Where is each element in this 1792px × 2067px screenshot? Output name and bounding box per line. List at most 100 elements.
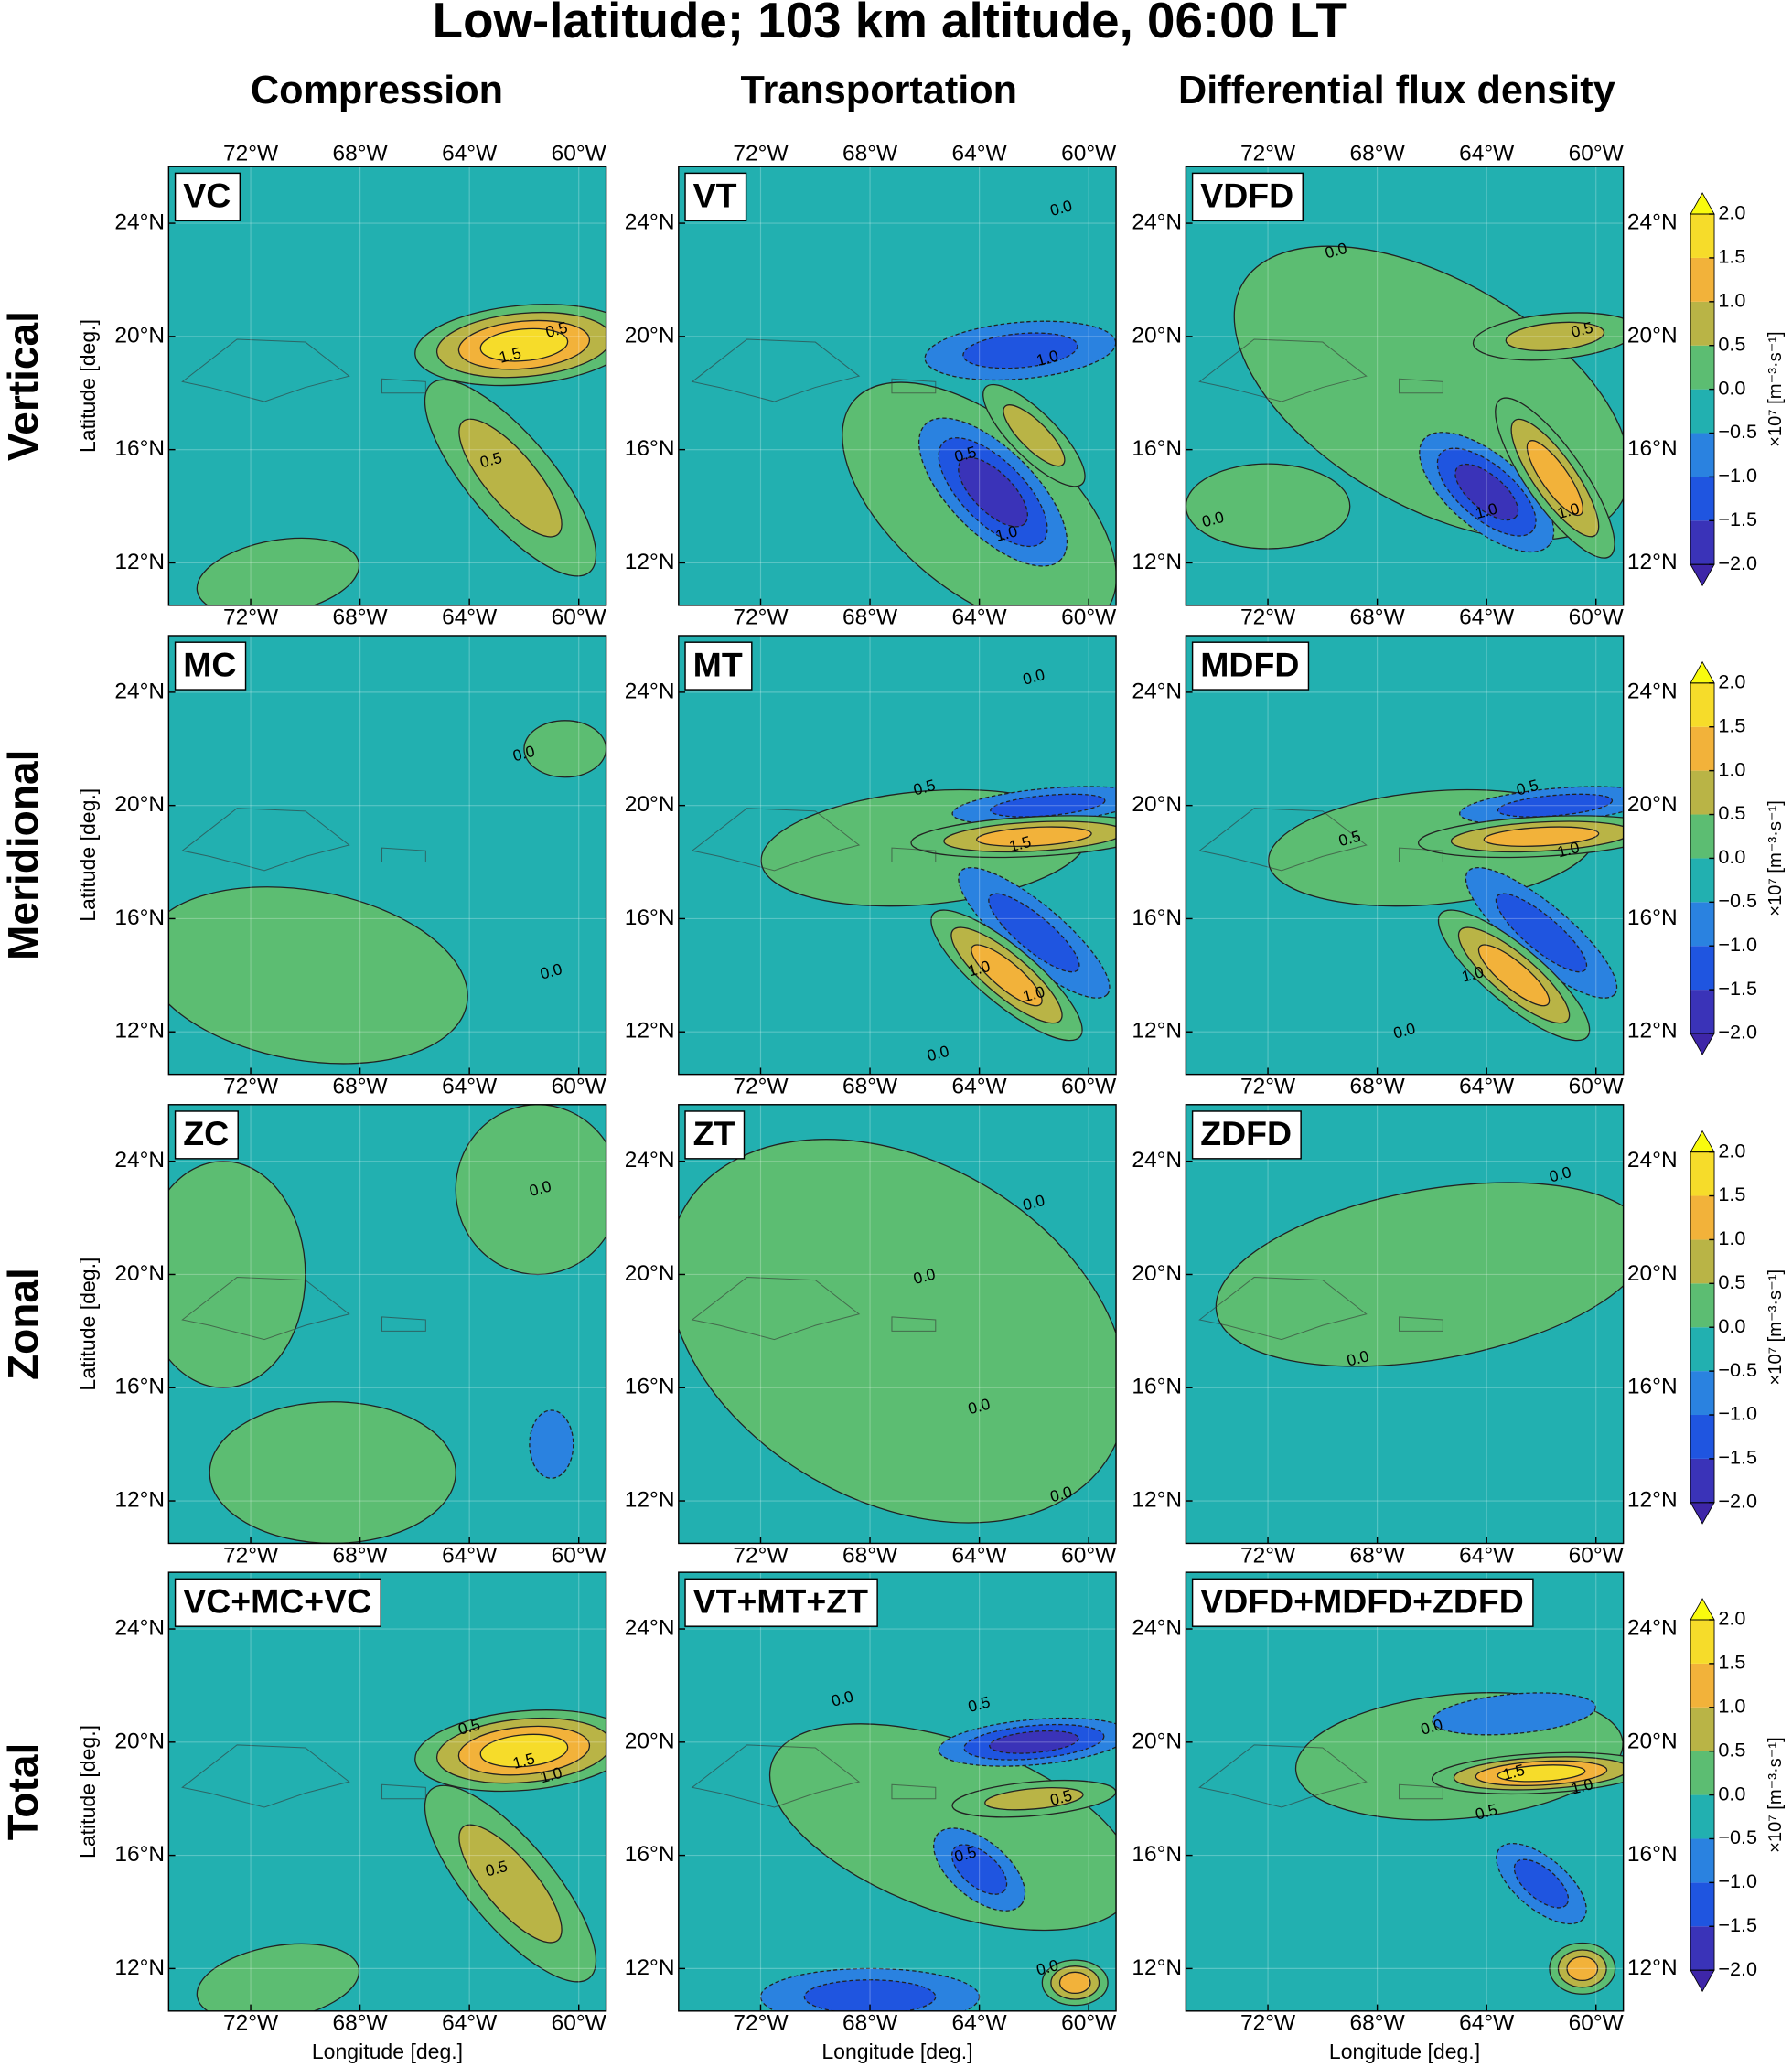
panel-label: ZT	[693, 1114, 735, 1152]
colorbar-bin	[1690, 990, 1715, 1034]
y-tick-label: 24°N	[114, 679, 165, 703]
y-tick-label: 20°N	[1132, 323, 1182, 348]
coastline	[381, 378, 426, 394]
panel-label: VT+MT+ZT	[693, 1582, 868, 1621]
y-tick-label: 24°N	[1132, 679, 1182, 703]
contour-region	[1495, 893, 1588, 973]
y-tick-label: 20°N	[625, 1261, 675, 1286]
y-axis-label: Latitude [deg.]	[76, 319, 100, 453]
colorbar-tick-label: 2.0	[1718, 1139, 1745, 1162]
colorbar-bin	[1690, 214, 1715, 258]
contour-region	[989, 1730, 1079, 1754]
y-tick-label: 16°N	[625, 1842, 675, 1867]
colorbar-tick-label: 0.0	[1718, 376, 1745, 399]
colorbar-tick-label: −0.5	[1718, 420, 1757, 443]
x-tick-label: 72°W	[1240, 1543, 1296, 1568]
y-tick-label: 16°N	[1132, 1375, 1182, 1399]
y-tick-label: 16°N	[1627, 1375, 1678, 1399]
colorbar-bin	[1690, 1663, 1715, 1708]
contour-region	[458, 418, 563, 538]
x-tick-label: 72°W	[223, 605, 279, 630]
x-tick-label: 72°W	[733, 1543, 789, 1568]
coastline	[691, 808, 861, 872]
coastline	[691, 338, 861, 402]
y-tick-label: 20°N	[625, 323, 675, 348]
y-tick-label: 12°N	[625, 1488, 675, 1513]
colorbar-tick-label: 0.5	[1718, 801, 1745, 824]
contour-region	[1058, 1971, 1091, 1995]
colorbar-tick-label: −2.0	[1718, 1957, 1757, 1980]
colorbar-tick-label: 1.0	[1718, 757, 1745, 780]
y-tick-label: 12°N	[1132, 1019, 1182, 1044]
contour-region	[523, 720, 606, 778]
contour-region	[958, 456, 1028, 528]
row-title: Zonal	[0, 1268, 47, 1380]
y-tick-label: 12°N	[1627, 1488, 1678, 1513]
colorbar-bin	[1690, 345, 1715, 390]
colorbar-tick-label: −2.0	[1718, 1490, 1757, 1513]
colorbar-bin	[1690, 858, 1715, 903]
panel-label: VC+MC+VC	[183, 1582, 371, 1621]
coastline	[691, 1744, 861, 1808]
y-axis-label: Latitude [deg.]	[76, 1725, 100, 1858]
x-tick-label: 72°W	[223, 1543, 279, 1568]
y-tick-label: 20°N	[625, 792, 675, 817]
figure-title: Low-latitude; 103 km altitude, 06:00 LT	[433, 0, 1347, 48]
y-tick-label: 24°N	[1132, 1148, 1182, 1173]
colorbar-tick-label: −1.5	[1718, 1446, 1757, 1469]
panel-label-box	[684, 1110, 746, 1160]
y-tick-label: 20°N	[1627, 792, 1678, 817]
colorbar-bin	[1690, 1239, 1715, 1284]
colorbar-tick-label: 0.5	[1718, 1270, 1745, 1293]
y-tick-label: 24°N	[114, 1616, 165, 1641]
colorbar-extend	[1690, 563, 1715, 587]
x-tick-label: 60°W	[1061, 142, 1117, 166]
x-tick-label: 72°W	[733, 2011, 789, 2036]
coastline	[1399, 378, 1443, 394]
y-tick-label: 24°N	[625, 210, 675, 235]
colorbar-tick-label: 1.0	[1718, 289, 1745, 312]
colorbar-tick-label: −1.0	[1718, 464, 1757, 487]
x-tick-label: 72°W	[223, 2011, 279, 2036]
colorbar-tick-label: −0.5	[1718, 1358, 1757, 1381]
y-tick-label: 20°N	[114, 1729, 165, 1753]
panel: 0.00.0	[168, 635, 606, 1075]
contour-region	[1505, 321, 1605, 352]
y-tick-label: 12°N	[625, 1019, 675, 1044]
x-tick-label: 68°W	[842, 605, 898, 630]
panel-label-box	[1191, 172, 1304, 221]
row-title: Total	[0, 1743, 47, 1841]
y-tick-label: 20°N	[114, 792, 165, 817]
colorbar-bin	[1690, 902, 1715, 947]
x-tick-label: 60°W	[552, 142, 607, 166]
x-tick-label: 64°W	[952, 142, 1008, 166]
contour-region	[951, 1844, 1008, 1895]
x-tick-label: 64°W	[442, 1543, 498, 1568]
colorbar-extend	[1690, 1033, 1715, 1055]
panel-frame	[678, 635, 1117, 1076]
y-tick-label: 16°N	[625, 436, 675, 461]
panel-label-box	[1191, 641, 1310, 691]
x-tick-label: 68°W	[1350, 142, 1406, 166]
column-title: Compression	[251, 69, 503, 112]
y-tick-label: 12°N	[625, 1955, 675, 1980]
y-tick-label: 12°N	[114, 550, 165, 574]
panel-label-box	[1191, 1110, 1302, 1160]
x-tick-label: 60°W	[1061, 1075, 1117, 1099]
colorbar-bin	[1690, 726, 1715, 771]
colorbar-bin	[1690, 1458, 1715, 1503]
colorbar-label: ×10⁷ [m⁻³·s⁻¹]	[1765, 1737, 1786, 1853]
panel-label: ZDFD	[1200, 1114, 1292, 1152]
colorbar-extend	[1690, 660, 1715, 684]
contour-region	[1513, 1858, 1570, 1909]
coastline	[381, 1783, 426, 1800]
y-axis-label: Latitude [deg.]	[76, 788, 100, 922]
colorbar-extend	[1690, 1130, 1715, 1153]
colorbar-tick-label: 1.5	[1718, 245, 1745, 268]
panel-label-box	[174, 641, 247, 691]
x-tick-label: 60°W	[552, 605, 607, 630]
y-tick-label: 16°N	[114, 436, 165, 461]
y-tick-label: 24°N	[625, 679, 675, 703]
coastline	[1198, 1277, 1368, 1341]
